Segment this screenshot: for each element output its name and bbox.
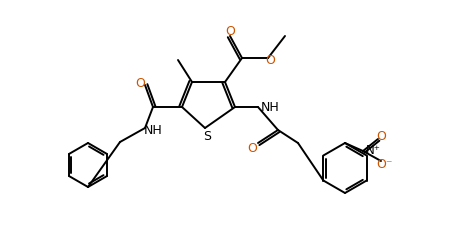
Text: NH: NH (261, 101, 279, 114)
Text: NH: NH (144, 124, 163, 137)
Text: O: O (135, 77, 145, 90)
Text: O: O (225, 24, 235, 38)
Text: O: O (376, 129, 386, 142)
Text: N⁺: N⁺ (365, 145, 381, 157)
Text: S: S (203, 130, 211, 144)
Text: O: O (265, 54, 275, 67)
Text: O: O (247, 141, 257, 154)
Text: O⁻: O⁻ (377, 158, 393, 172)
